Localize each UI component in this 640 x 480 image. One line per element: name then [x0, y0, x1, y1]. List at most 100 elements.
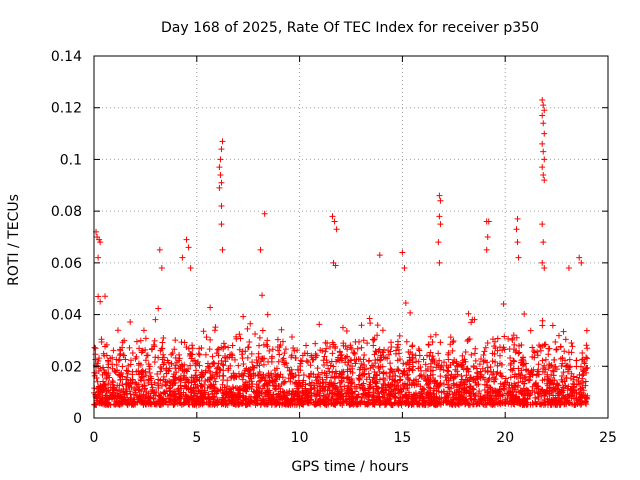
data-point [192, 372, 199, 379]
data-point [375, 364, 382, 371]
data-point [219, 400, 226, 407]
data-point [264, 401, 271, 408]
data-point [416, 401, 423, 408]
data-point [471, 396, 478, 403]
data-point [344, 346, 351, 353]
data-point [179, 254, 186, 261]
data-point [266, 379, 273, 386]
data-point [103, 387, 110, 394]
data-point [191, 400, 198, 407]
data-point [92, 351, 99, 358]
data-point [236, 346, 243, 353]
data-point [366, 396, 373, 403]
data-point [168, 360, 175, 367]
data-point [336, 379, 343, 386]
data-point [427, 372, 434, 379]
data-point [500, 301, 507, 308]
data-point [290, 393, 297, 400]
data-point [427, 394, 434, 401]
data-point [172, 337, 179, 344]
data-point [370, 337, 377, 344]
data-point [504, 398, 511, 405]
data-point [576, 396, 583, 403]
data-point [402, 392, 409, 399]
data-point [403, 361, 410, 368]
data-point [274, 336, 281, 343]
data-point [405, 389, 412, 396]
data-point [146, 369, 153, 376]
data-point [152, 354, 159, 361]
data-point [580, 387, 587, 394]
data-point [406, 354, 413, 361]
data-point [409, 342, 416, 349]
data-point [534, 348, 541, 355]
data-point [176, 351, 183, 358]
data-point [195, 350, 202, 357]
data-point [102, 343, 109, 350]
data-point [97, 365, 104, 372]
data-point [313, 352, 320, 359]
data-point [95, 293, 102, 300]
data-point [103, 395, 110, 402]
data-point [549, 367, 556, 374]
data-point [478, 395, 485, 402]
data-point [518, 359, 525, 366]
data-point [174, 359, 181, 366]
data-point [566, 356, 573, 363]
data-point [578, 259, 585, 266]
data-point [546, 345, 553, 352]
data-point [385, 351, 392, 358]
data-point [348, 357, 355, 364]
data-point [327, 374, 334, 381]
data-point [490, 368, 497, 375]
data-point [275, 347, 282, 354]
data-point [445, 349, 452, 356]
data-point [199, 383, 206, 390]
data-point [121, 352, 128, 359]
data-point [468, 319, 475, 326]
y-axis-label: ROTI / TECUs [6, 194, 22, 286]
data-point [485, 218, 492, 225]
data-point [171, 388, 178, 395]
data-point [171, 346, 178, 353]
data-point [188, 379, 195, 386]
data-point [178, 377, 185, 384]
data-point [358, 344, 365, 351]
data-point [166, 399, 173, 406]
data-point [353, 385, 360, 392]
data-point [122, 356, 129, 363]
data-point [261, 210, 268, 217]
data-point [571, 401, 578, 408]
data-point [127, 391, 134, 398]
data-point [409, 401, 416, 408]
data-point [157, 377, 164, 384]
data-point [285, 400, 292, 407]
data-point [225, 394, 232, 401]
data-point [101, 369, 108, 376]
data-point [176, 393, 183, 400]
data-point [422, 401, 429, 408]
data-point [218, 357, 225, 364]
data-point [306, 374, 313, 381]
data-point [132, 389, 139, 396]
data-point [222, 343, 229, 350]
data-point [481, 387, 488, 394]
data-point [257, 246, 264, 253]
data-point [245, 399, 252, 406]
data-point [397, 376, 404, 383]
y-tick-label: 0.04 [51, 308, 82, 324]
data-point [94, 378, 101, 385]
x-axis-ticks: 0 5 10 15 20 25 [90, 56, 617, 446]
data-point [524, 396, 531, 403]
data-point [427, 360, 434, 367]
data-point [465, 400, 472, 407]
data-point [261, 376, 268, 383]
data-point [374, 372, 381, 379]
data-point [467, 395, 474, 402]
data-point [539, 322, 546, 329]
data-point [338, 371, 345, 378]
data-point [511, 386, 518, 393]
data-point [380, 394, 387, 401]
plot-frame [93, 55, 609, 419]
x-axis-label: GPS time / hours [291, 459, 408, 475]
